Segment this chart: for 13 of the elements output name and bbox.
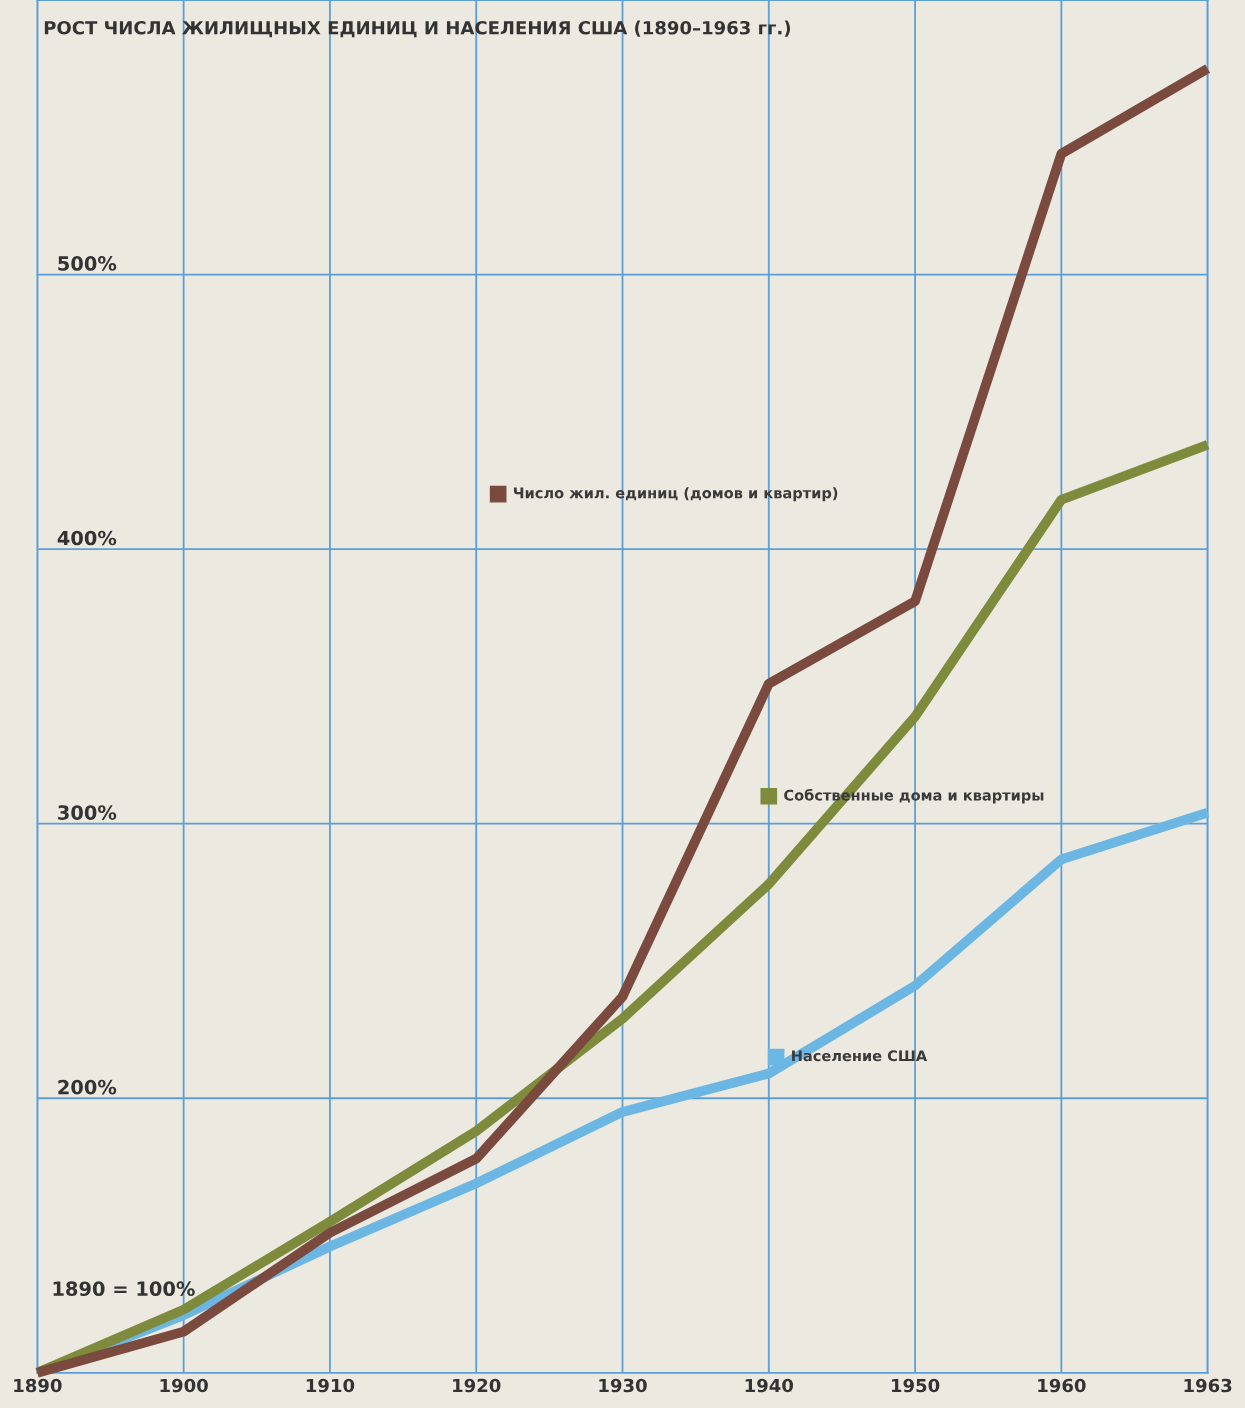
- x-tick-label: 1910: [306, 1378, 355, 1393]
- x-tick-label: 1930: [599, 1378, 647, 1393]
- x-tick-label: 1960: [1038, 1378, 1086, 1393]
- y-tick-label: 200%: [58, 1079, 117, 1095]
- x-tick-label: 1963: [1184, 1378, 1232, 1393]
- x-tick-label: 1940: [745, 1378, 794, 1393]
- x-tick-label: 1950: [891, 1378, 940, 1393]
- y-tick-label: 500%: [58, 256, 117, 271]
- x-tick-label: 1920: [453, 1378, 501, 1393]
- x-tick-label: 1890: [14, 1378, 62, 1393]
- x-tick-label: 1900: [160, 1378, 208, 1393]
- y-tick-label: 400%: [57, 530, 117, 546]
- y-tick-label: 300%: [58, 805, 117, 820]
